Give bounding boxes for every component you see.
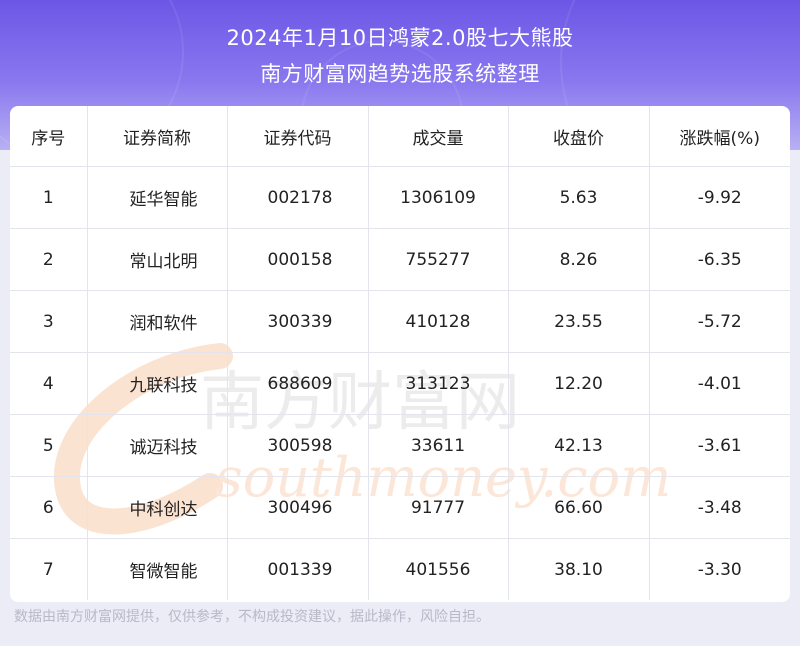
table-row: 1 延华智能 002178 1306109 5.63 -9.92 xyxy=(10,166,790,229)
cell-rank: 1 xyxy=(10,166,88,229)
header-decoration xyxy=(0,0,800,150)
cell-code: 300598 xyxy=(227,414,369,477)
col-header-name: 证券简称 xyxy=(87,106,228,167)
cell-name: 常山北明 xyxy=(87,228,228,291)
col-header-change: 涨跌幅(%) xyxy=(649,106,790,167)
cell-close: 38.10 xyxy=(508,538,650,600)
cell-name: 诚迈科技 xyxy=(87,414,228,477)
cell-name: 中科创达 xyxy=(87,476,228,539)
disclaimer-text: 数据由南方财富网提供，仅供参考，不构成投资建议，据此操作，风险自担。 xyxy=(14,609,490,625)
cell-change: -3.30 xyxy=(697,559,742,580)
table-row: 6 中科创达 300496 91777 66.60 -3.48 xyxy=(10,476,790,539)
cell-close: 66.60 xyxy=(508,476,650,539)
cell-name: 延华智能 xyxy=(87,166,228,229)
cell-volume: 91777 xyxy=(368,476,509,539)
cell-name: 智微智能 xyxy=(87,538,228,600)
cell-close: 23.55 xyxy=(508,290,650,353)
cell-code: 300496 xyxy=(227,476,369,539)
col-header-volume: 成交量 xyxy=(368,106,509,167)
cell-change: -3.61 xyxy=(649,414,790,477)
cell-change: -9.92 xyxy=(649,166,790,229)
cell-rank: 4 xyxy=(10,352,88,415)
cell-volume: 401556 xyxy=(368,538,509,600)
cell-volume: 755277 xyxy=(368,228,509,291)
cell-change: -5.72 xyxy=(649,290,790,353)
table-row: 5 诚迈科技 300598 33611 42.13 -3.61 xyxy=(10,414,790,477)
cell-rank: 2 xyxy=(10,228,88,291)
table-row: 3 润和软件 300339 410128 23.55 -5.72 xyxy=(10,290,790,353)
table-row: 4 九联科技 688609 313123 12.20 -4.01 xyxy=(10,352,790,415)
cell-close: 12.20 xyxy=(508,352,650,415)
cell-close: 8.26 xyxy=(508,228,650,291)
cell-code: 000158 xyxy=(227,228,369,291)
cell-rank: 6 xyxy=(10,476,88,539)
cell-close: 5.63 xyxy=(508,166,650,229)
col-header-rank: 序号 xyxy=(10,106,88,167)
bear-stocks-table: 序号 证券简称 证券代码 成交量 收盘价 涨跌幅(%) 1 延华智能 00217… xyxy=(10,106,790,600)
cell-name: 润和软件 xyxy=(87,290,228,353)
table-row: 7 智微智能 001339 401556 38.10 -3.30 xyxy=(10,538,790,600)
cell-code: 300339 xyxy=(227,290,369,353)
cell-rank: 7 xyxy=(10,538,88,600)
page-title: 2024年1月10日鸿蒙2.0股七大熊股 xyxy=(226,26,574,50)
cell-code: 688609 xyxy=(227,352,369,415)
table-row: 2 常山北明 000158 755277 8.26 -6.35 xyxy=(10,228,790,291)
cell-close: 42.13 xyxy=(508,414,650,477)
cell-volume: 313123 xyxy=(368,352,509,415)
cell-code: 001339 xyxy=(227,538,369,600)
cell-change: -6.35 xyxy=(649,228,790,291)
cell-volume: 1306109 xyxy=(368,166,509,229)
cell-rank: 3 xyxy=(10,290,88,353)
cell-volume: 410128 xyxy=(368,290,509,353)
cell-name: 九联科技 xyxy=(87,352,228,415)
cell-code: 002178 xyxy=(227,166,369,229)
col-header-close: 收盘价 xyxy=(508,106,650,167)
cell-volume: 33611 xyxy=(368,414,509,477)
data-table-card: 南方财富网 southmoney.com 序号 证券简称 证券代码 成交量 收盘… xyxy=(10,106,790,602)
cell-rank: 5 xyxy=(10,414,88,477)
page-subtitle: 南方财富网趋势选股系统整理 xyxy=(260,62,540,86)
col-header-code: 证券代码 xyxy=(227,106,369,167)
cell-change: -3.48 xyxy=(649,476,790,539)
cell-change: -4.01 xyxy=(649,352,790,415)
table-header-row: 序号 证券简称 证券代码 成交量 收盘价 涨跌幅(%) xyxy=(10,106,790,167)
